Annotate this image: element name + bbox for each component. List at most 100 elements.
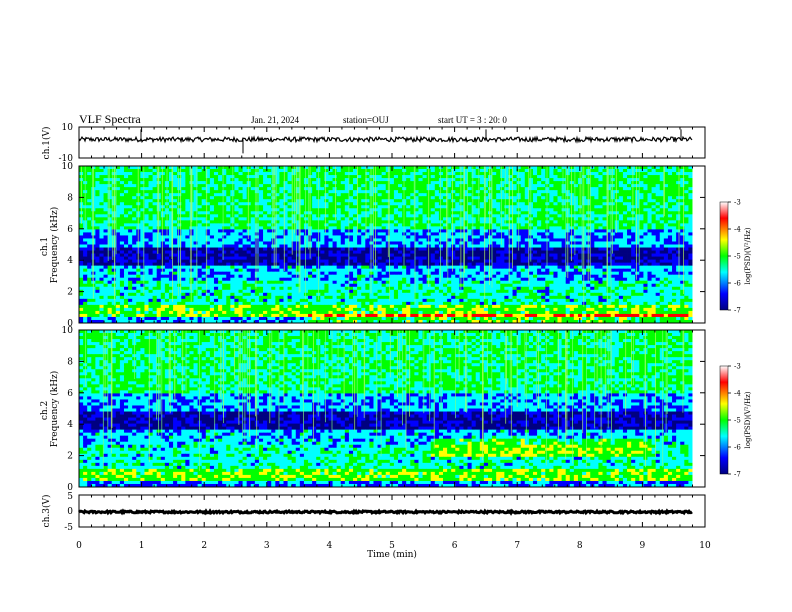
spectrogram-cell <box>168 262 174 267</box>
spectrogram-cell <box>140 187 145 191</box>
spectrogram-cell <box>87 250 92 254</box>
spectrogram-cell <box>602 199 607 203</box>
spectrogram-cell <box>320 190 325 194</box>
spectrogram-cell <box>185 250 190 254</box>
spectrogram-cell <box>275 226 280 230</box>
spectrogram-cell <box>598 235 603 239</box>
spectrogram-cell <box>438 238 444 242</box>
spectrogram-cell <box>541 229 546 233</box>
spectrogram-cell <box>119 208 125 212</box>
spectrogram-cell <box>614 193 620 197</box>
spectrogram-cell <box>487 211 493 215</box>
spectrogram-cell <box>201 244 207 248</box>
spectrogram-cell <box>222 259 227 264</box>
spectrogram-cell <box>181 205 186 209</box>
spectrogram-cell <box>438 244 444 248</box>
spectrogram-cell <box>389 229 395 233</box>
spectrogram-cell <box>492 223 497 227</box>
spectrogram-cell <box>418 259 423 264</box>
spectrogram-cell <box>496 223 501 227</box>
spectrogram-cell <box>201 184 207 188</box>
spectrogram-cell <box>201 193 207 197</box>
spectrogram-cell <box>365 193 370 197</box>
spectrogram-cell <box>95 211 100 215</box>
spectrogram-cell <box>123 259 129 264</box>
spectrogram-cell <box>164 238 170 242</box>
spectrogram-cell <box>144 223 149 227</box>
spectrogram-cell <box>103 259 109 264</box>
spectrogram-cell <box>168 226 174 230</box>
spectrogram-cell <box>205 262 211 267</box>
spectrogram-cell <box>336 202 342 206</box>
spectrogram-cell <box>328 217 333 221</box>
spectrogram-cell <box>152 244 158 248</box>
spectrogram-cell <box>659 235 665 239</box>
spectrogram-cell <box>557 202 562 206</box>
spectrogram-cell <box>95 223 100 227</box>
spectrogram-cell <box>246 250 252 254</box>
spectrogram-cell <box>111 244 117 248</box>
spectrogram-cell <box>434 259 440 264</box>
spectrogram-cell <box>222 172 227 176</box>
spectrogram-cell <box>541 187 546 191</box>
spectrogram-cell <box>463 178 468 182</box>
spectrogram-cell <box>672 253 677 257</box>
spectrogram-cell <box>577 226 583 230</box>
spectrogram-cell <box>168 202 174 206</box>
spectrogram-cell <box>680 196 685 200</box>
spectrogram-cell <box>246 175 252 179</box>
spectrogram-cell <box>381 238 387 242</box>
spectrogram-cell <box>451 166 456 170</box>
spectrogram-cell <box>667 193 673 197</box>
spectrogram-cell <box>140 232 145 236</box>
spectrogram-cell <box>99 259 104 264</box>
spectrogram-cell <box>676 244 681 248</box>
spectrogram-cell <box>467 166 473 170</box>
spectrogram-cell <box>218 205 223 209</box>
spectrogram-cell <box>557 178 562 182</box>
spectrogram-cell <box>267 187 272 191</box>
spectrogram-cell <box>99 256 104 260</box>
spectrogram-cell <box>128 265 133 270</box>
spectrogram-cell <box>295 223 301 227</box>
spectrogram-cell <box>667 259 673 264</box>
spectrogram-cell <box>651 250 657 254</box>
spectrogram-cell <box>532 217 538 221</box>
spectrogram-cell <box>524 259 530 264</box>
spectrogram-cell <box>222 247 227 251</box>
spectrogram-cell <box>573 175 579 179</box>
spectrogram-cell <box>663 256 669 260</box>
spectrogram-cell <box>361 193 366 197</box>
spectrogram-cell <box>577 217 583 221</box>
spectrogram-cell <box>283 244 288 248</box>
spectrogram-cell <box>234 184 239 188</box>
spectrogram-cell <box>173 259 178 264</box>
spectrogram-cell <box>205 178 211 182</box>
spectrogram-cell <box>434 223 440 227</box>
spectrogram-cell <box>128 214 133 218</box>
spectrogram-cell <box>524 166 530 170</box>
spectrogram-cell <box>455 238 460 242</box>
spectrogram-cell <box>340 253 346 257</box>
spectrogram-cell <box>487 214 493 218</box>
spectrogram-cell <box>242 169 248 173</box>
spectrogram-cell <box>553 181 558 185</box>
spectrogram-cell <box>549 262 554 267</box>
spectrogram-cell <box>590 208 595 212</box>
spectrogram-cell <box>639 205 644 209</box>
spectrogram-cell <box>524 178 530 182</box>
spectrogram-cell <box>242 235 248 239</box>
spectrogram-cell <box>606 220 612 224</box>
spectrogram-cell <box>672 199 677 203</box>
spectrogram-cell <box>410 187 415 191</box>
spectrogram-cell <box>627 229 632 233</box>
spectrogram-cell <box>381 208 387 212</box>
spectrogram-cell <box>365 166 370 170</box>
spectrogram-cell <box>111 190 117 194</box>
spectrogram-cell <box>295 244 301 248</box>
spectrogram-cell <box>87 238 92 242</box>
spectrogram-cell <box>483 190 489 194</box>
spectrogram-cell <box>532 181 538 185</box>
spectrogram-cell <box>279 196 284 200</box>
spectrogram-cell <box>414 262 419 267</box>
